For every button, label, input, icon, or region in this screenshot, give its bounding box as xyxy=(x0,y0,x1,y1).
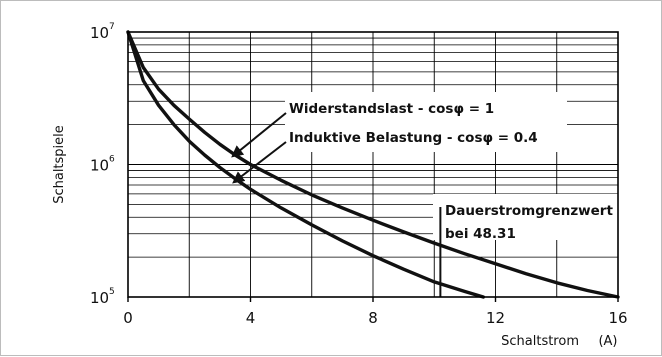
limit-label-line1: Dauerstromgrenzwert xyxy=(445,203,613,219)
annotation-induktive-belastung: Induktive Belastung - cosφ = 0.4 xyxy=(289,130,538,146)
y-axis-label: Schaltspiele xyxy=(52,125,67,204)
series-group xyxy=(126,30,620,299)
limit-label-background xyxy=(433,194,620,240)
x-axis-label: Schaltstrom xyxy=(501,334,579,349)
plot-border xyxy=(127,31,619,298)
series-line-2 xyxy=(126,30,485,299)
x-tick-label: 0 xyxy=(123,309,133,327)
limit-label-line2: bei 48.31 xyxy=(445,226,516,242)
y-tick-exponent: 7 xyxy=(109,22,115,32)
annotation-widerstandslast: Widerstandslast - cosφ = 1 xyxy=(289,101,494,117)
annotations: Widerstandslast - cosφ = 1 Induktive Bela… xyxy=(231,92,620,297)
x-axis-unit: (A) xyxy=(598,334,617,349)
grid xyxy=(127,32,619,302)
series-line-1 xyxy=(126,30,620,299)
arrow-induktive-belastung xyxy=(232,141,287,184)
x-tick-label: 12 xyxy=(486,309,505,327)
arrow-widerstandslast xyxy=(231,112,287,158)
y-tick-exponent: 5 xyxy=(109,287,115,297)
y-tick-label: 10 xyxy=(90,24,109,42)
y-tick-label: 10 xyxy=(90,289,109,307)
x-tick-label: 4 xyxy=(246,309,256,327)
annotation-background xyxy=(285,92,567,152)
y-tick-label: 10 xyxy=(90,157,109,175)
y-tick-exponent: 6 xyxy=(109,155,115,165)
x-tick-label: 8 xyxy=(368,309,378,327)
x-tick-label: 16 xyxy=(608,309,627,327)
